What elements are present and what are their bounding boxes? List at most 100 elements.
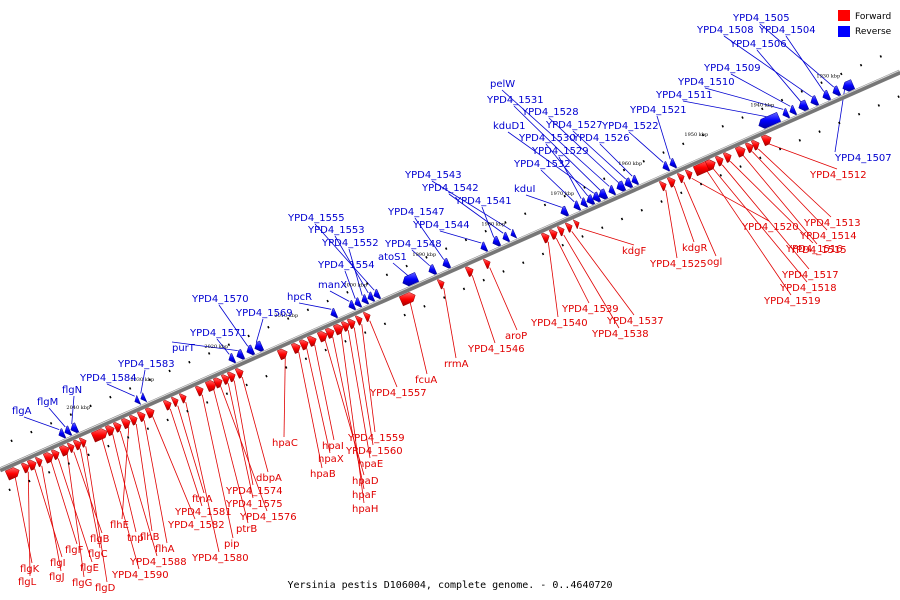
gene-YPD4_1554[interactable] (354, 297, 363, 308)
gene-label[interactable]: YPD4_1516 (785, 244, 843, 255)
gene-label[interactable]: YPD4_1511 (655, 90, 713, 101)
gene-hpaF[interactable] (324, 327, 335, 339)
gene-YPD4_1583[interactable] (140, 391, 148, 403)
gene-label[interactable]: YPD4_1519 (763, 296, 821, 307)
gene-label[interactable]: YPD4_1527 (545, 120, 603, 131)
gene-YPD4_1571[interactable] (228, 352, 237, 364)
gene-label[interactable]: YPD4_1576 (239, 512, 297, 523)
gene-YPD4_1544[interactable] (480, 241, 489, 252)
gene-YPD4_1540[interactable] (540, 232, 550, 244)
gene-dbpA[interactable] (234, 368, 244, 379)
gene-YPD4_1528[interactable] (616, 180, 627, 192)
gene-YPD4_1527[interactable] (624, 177, 634, 189)
gene-pip[interactable] (194, 385, 204, 397)
gene-label[interactable]: YPD4_1553 (307, 225, 365, 236)
gene-YPD4_1576[interactable] (212, 377, 223, 389)
gene-flhE[interactable] (120, 418, 131, 430)
gene-ftnA[interactable] (170, 396, 179, 408)
gene-flhB[interactable] (128, 414, 138, 426)
gene-hpaB[interactable] (290, 342, 301, 354)
gene-YPD4_1526[interactable] (631, 174, 640, 185)
gene-YPD4_1529[interactable] (580, 197, 589, 208)
gene-YPD4_1546[interactable] (464, 266, 474, 278)
gene-YPD4_1518[interactable] (704, 159, 716, 171)
gene-label[interactable]: flhA (155, 544, 175, 555)
gene-label[interactable]: YPD4_1525 (649, 259, 707, 270)
gene-hpcR[interactable] (330, 307, 339, 319)
gene-label[interactable]: YPD4_1590 (111, 570, 169, 581)
gene-label[interactable]: YPD4_1521 (629, 105, 687, 116)
gene-label[interactable]: YPD4_1508 (696, 25, 754, 36)
gene-YPD4_1559[interactable] (354, 315, 363, 326)
gene-kduI[interactable] (560, 205, 570, 217)
gene-label[interactable]: atoS1 (378, 252, 407, 263)
gene-label[interactable]: YPD4_1537 (606, 316, 664, 327)
gene-label[interactable]: ftnA (192, 494, 213, 505)
gene-label[interactable]: hpaC (272, 438, 298, 449)
gene-flgC[interactable] (72, 439, 82, 451)
gene-label[interactable]: YPD4_1504 (758, 25, 816, 36)
gene-YPD4_1581[interactable] (162, 399, 172, 411)
gene-ptrB[interactable] (204, 380, 217, 393)
gene-YPD4_1560[interactable] (346, 318, 356, 330)
gene-label[interactable]: rrmA (444, 359, 469, 370)
gene-label[interactable]: YPD4_1522 (601, 121, 659, 132)
gene-label[interactable]: flgB (90, 534, 110, 545)
gene-aroP[interactable] (482, 258, 491, 270)
gene-label[interactable]: YPD4_1509 (703, 63, 761, 74)
gene-hpaC[interactable] (276, 348, 288, 361)
gene-label[interactable]: hpaE (358, 459, 383, 470)
gene-kdgR[interactable] (666, 177, 676, 188)
gene-label[interactable]: YPD4_1517 (781, 270, 839, 281)
gene-label[interactable]: hpaI (322, 441, 344, 452)
gene-YPD4_1505[interactable] (832, 85, 842, 97)
gene-label[interactable]: kdgF (622, 246, 646, 257)
gene-label[interactable]: YPD4_1570 (191, 294, 249, 305)
gene-manX[interactable] (348, 299, 357, 311)
gene-label[interactable]: YPD4_1532 (513, 159, 571, 170)
gene-flgL[interactable] (20, 462, 30, 474)
gene-YPD4_1570[interactable] (246, 344, 256, 356)
gene-YPD4_1522[interactable] (662, 161, 671, 172)
gene-label[interactable]: flgI (50, 558, 66, 569)
gene-label[interactable]: flgF (65, 545, 84, 556)
gene-flgA[interactable] (58, 428, 67, 439)
gene-label[interactable]: kduD1 (493, 121, 526, 132)
gene-YPD4_1547[interactable] (442, 257, 452, 269)
gene-label[interactable]: dbpA (256, 473, 282, 484)
gene-tnp[interactable] (104, 425, 115, 437)
gene-label[interactable]: YPD4_1575 (225, 499, 283, 510)
gene-label[interactable]: YPD4_1539 (561, 304, 619, 315)
gene-YPD4_1569[interactable] (254, 340, 265, 352)
gene-label[interactable]: YPD4_1559 (347, 433, 405, 444)
gene-YPD4_1555[interactable] (373, 288, 382, 300)
gene-label[interactable]: YPD4_1526 (572, 133, 630, 144)
gene-label[interactable]: flgL (18, 577, 37, 588)
gene-YPD4_1553[interactable] (367, 291, 376, 302)
gene-label[interactable]: pip (224, 539, 239, 550)
gene-label[interactable]: flhB (140, 532, 160, 543)
gene-hpaD[interactable] (316, 330, 328, 343)
gene-YPD4_1504[interactable] (822, 89, 832, 101)
gene-label[interactable]: flgK (20, 564, 40, 575)
gene-kdgF[interactable] (572, 219, 580, 230)
gene-flgJ[interactable] (34, 456, 43, 468)
gene-flgK[interactable] (4, 467, 20, 481)
gene-YPD4_1506[interactable] (798, 99, 810, 112)
gene-label[interactable]: YPD4_1552 (321, 238, 379, 249)
gene-flhA[interactable] (136, 411, 146, 423)
gene-flgI[interactable] (26, 459, 37, 471)
gene-label[interactable]: YPD4_1505 (732, 13, 790, 24)
gene-label[interactable]: YPD4_1528 (521, 107, 579, 118)
gene-label[interactable]: YPD4_1530 (518, 133, 576, 144)
gene-hpaI[interactable] (306, 335, 317, 347)
gene-YPD4_1590[interactable] (90, 428, 108, 443)
gene-label[interactable]: YPD4_1588 (129, 557, 187, 568)
gene-label[interactable]: YPD4_1512 (809, 170, 867, 181)
gene-flgM[interactable] (64, 425, 73, 436)
gene-YPD4_1552[interactable] (361, 294, 370, 305)
gene-label[interactable]: YPD4_1554 (317, 260, 375, 271)
gene-YPD4_1532[interactable] (573, 200, 582, 211)
gene-label[interactable]: pelW (490, 79, 515, 90)
gene-label[interactable]: YPD4_1510 (677, 77, 735, 88)
